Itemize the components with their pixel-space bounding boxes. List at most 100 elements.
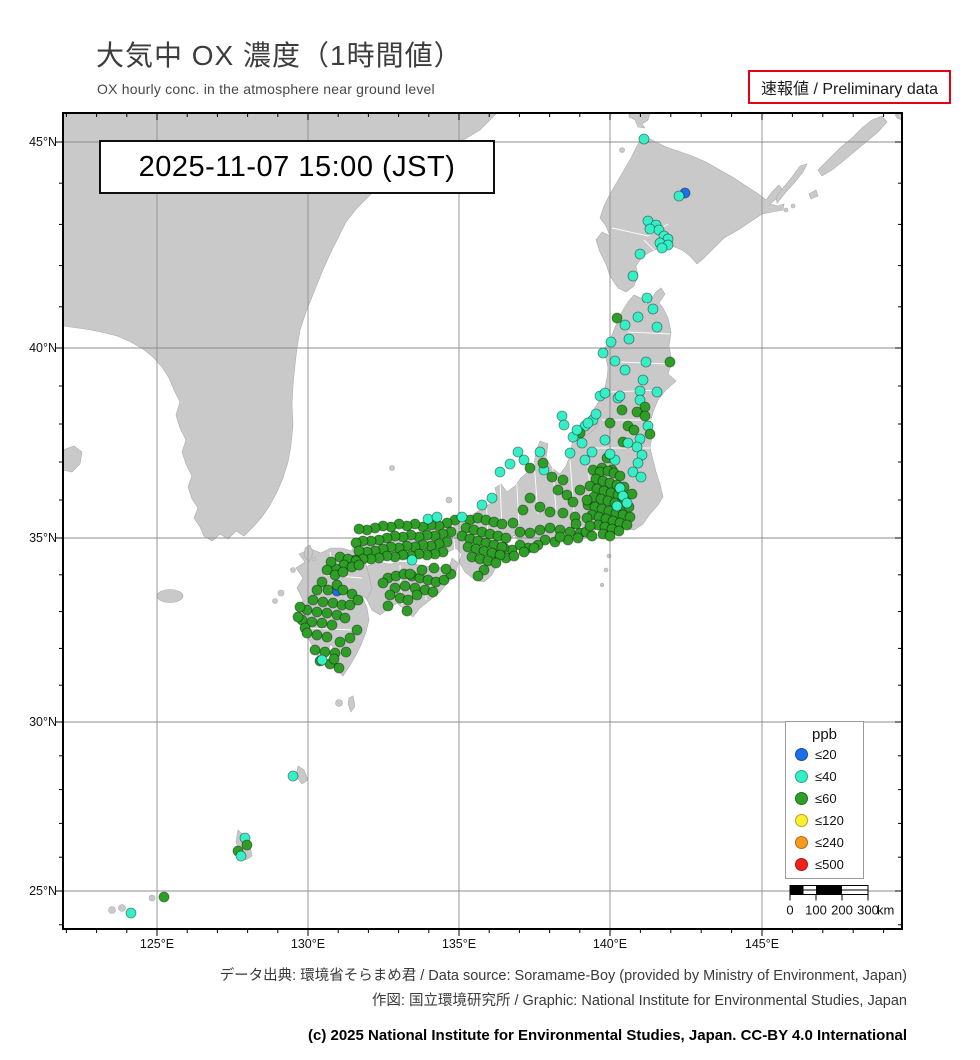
station-dot	[579, 454, 591, 466]
station-dot	[322, 584, 334, 596]
legend-item-label: ≤20	[815, 746, 837, 762]
station-dot	[399, 580, 411, 592]
island-sakhalin	[628, 113, 651, 129]
island-goto-1	[277, 589, 285, 597]
lon-axis-label: 140°E	[592, 937, 628, 951]
station-dot	[316, 576, 328, 588]
station-dot	[627, 466, 639, 478]
station-dot	[614, 470, 626, 482]
legend-color-dot	[795, 835, 808, 849]
station-dot	[614, 390, 626, 402]
island-ishigaki	[118, 904, 126, 912]
station-dot	[604, 417, 616, 429]
station-dot	[402, 594, 414, 606]
station-dot	[605, 336, 617, 348]
lon-axis-label: 135°E	[441, 937, 477, 951]
station-dot	[537, 457, 549, 469]
station-dot	[306, 616, 318, 628]
station-dot	[382, 600, 394, 612]
station-dot	[554, 531, 566, 543]
continent-asia	[63, 113, 498, 542]
station-dot	[337, 566, 349, 578]
station-dot	[534, 524, 546, 536]
station-dot	[534, 501, 546, 513]
station-dot	[339, 612, 351, 624]
station-dot	[494, 466, 506, 478]
station-dot	[334, 636, 346, 648]
station-dot	[317, 596, 329, 608]
station-dot	[440, 563, 452, 575]
island-oki	[445, 496, 453, 504]
station-dot	[567, 496, 579, 508]
station-dot	[241, 839, 253, 851]
station-dot	[558, 419, 570, 431]
station-dot-layer	[125, 133, 691, 919]
station-dot	[411, 589, 423, 601]
station-dot	[517, 504, 529, 516]
station-dot	[623, 333, 635, 345]
station-dot	[316, 654, 328, 666]
station-dot	[321, 564, 333, 576]
lon-axis-label: 125°E	[139, 937, 175, 951]
station-dot	[621, 497, 633, 509]
scalebar-tick-label: 300	[857, 903, 879, 918]
island-jeju	[156, 589, 184, 603]
island-goto-2	[272, 598, 278, 604]
scalebar-unit-label: km	[877, 903, 894, 918]
station-dot	[673, 190, 685, 202]
station-dot	[422, 513, 434, 525]
continent-coast-patch	[63, 445, 83, 473]
station-dot	[309, 644, 321, 656]
legend-item-label: ≤240	[815, 834, 844, 850]
station-dot	[570, 518, 582, 530]
station-dot	[524, 527, 536, 539]
station-dot	[311, 584, 323, 596]
station-dot	[404, 568, 416, 580]
station-dot	[613, 525, 625, 537]
island-iki	[311, 556, 317, 562]
station-dot	[557, 474, 569, 486]
station-dot	[644, 223, 656, 235]
station-dot	[634, 385, 646, 397]
station-dot	[574, 484, 586, 496]
station-dot	[500, 532, 512, 544]
station-dot	[634, 394, 646, 406]
station-dot	[518, 454, 530, 466]
station-dot	[632, 457, 644, 469]
station-dot	[428, 562, 440, 574]
legend-color-dot	[795, 769, 808, 783]
station-dot	[416, 564, 428, 576]
legend-item: ≤500	[786, 853, 863, 875]
station-dot	[344, 599, 356, 611]
station-dot	[604, 530, 616, 542]
legend-rows: ≤20 ≤40 ≤60 ≤120 ≤240 ≤500	[786, 743, 863, 875]
island-rishiri	[619, 147, 625, 153]
station-dot	[609, 355, 621, 367]
station-dot	[486, 492, 498, 504]
station-dot	[581, 494, 593, 506]
station-dot	[651, 321, 663, 333]
station-dot	[353, 559, 365, 571]
station-dot	[576, 437, 588, 449]
scalebar-tick-label: 0	[786, 903, 793, 918]
station-dot	[301, 627, 313, 639]
island-tsushima	[303, 544, 314, 563]
scalebar-tick-label: 200	[831, 903, 853, 918]
station-dot	[546, 471, 558, 483]
legend-item: ≤20	[786, 743, 863, 765]
station-dot	[456, 511, 468, 523]
station-dot	[406, 554, 418, 566]
station-dot	[508, 550, 520, 562]
station-dot	[544, 506, 556, 518]
station-dot	[619, 319, 631, 331]
station-dot	[292, 611, 304, 623]
islet-habomai-2	[790, 203, 796, 209]
station-dot	[287, 770, 299, 782]
station-dot	[627, 270, 639, 282]
lat-axis-label: 40°N	[29, 341, 57, 355]
legend-color-dot	[795, 747, 808, 761]
footer-credits: データ出典: 環境省そらまめ君 / Data source: Soramame-…	[220, 964, 907, 1014]
legend-color-dot	[795, 813, 808, 827]
station-dot	[561, 489, 573, 501]
